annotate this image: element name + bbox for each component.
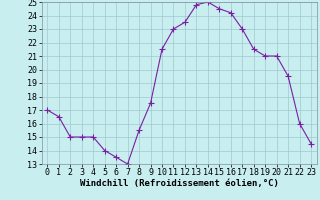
- X-axis label: Windchill (Refroidissement éolien,°C): Windchill (Refroidissement éolien,°C): [80, 179, 279, 188]
